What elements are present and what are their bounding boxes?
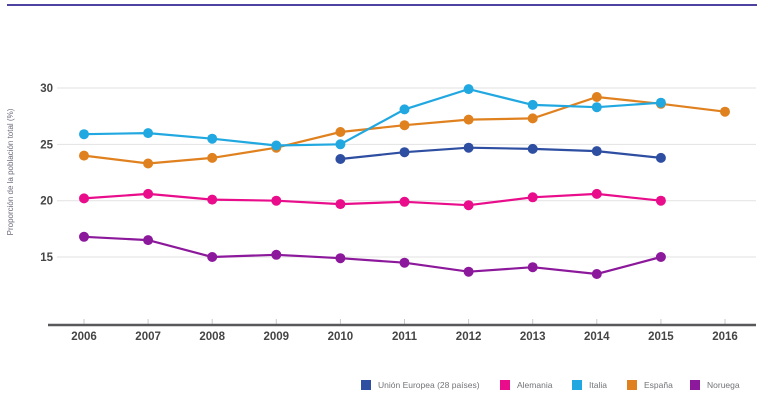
chart-legend: Unión Europea (28 países) Alemania Italia E… (0, 379, 768, 412)
data-point-union-europea-28-paises-2015 (655, 152, 666, 163)
data-point-italia-2006 (79, 129, 89, 140)
data-point-noruega-2010 (335, 253, 346, 264)
data-point-alemania-2013 (527, 192, 538, 203)
y-tick-label-20: 20 (40, 196, 53, 208)
legend-item-union-europea-28-paises: Unión Europea (28 países) (361, 379, 480, 393)
top-accent-line (7, 4, 757, 6)
x-tick-label-2008: 2008 (199, 331, 225, 343)
series-alemania (79, 188, 666, 211)
legend-swatch-espana (627, 380, 637, 390)
data-point-noruega-2009 (271, 249, 282, 260)
data-point-espana-2011 (399, 120, 410, 131)
data-point-alemania-2015 (655, 195, 666, 206)
x-tick-label-2015: 2015 (648, 331, 674, 343)
data-point-alemania-2012 (463, 200, 474, 211)
data-point-union-europea-28-paises-2012 (463, 142, 474, 153)
x-tick-labels: 2006 2007 2008 2009 2010 2011 2012 2013 2014 2015… (71, 331, 738, 343)
data-point-noruega-2008 (207, 252, 218, 262)
data-point-alemania-2010 (335, 199, 346, 210)
data-point-noruega-2015 (655, 252, 666, 262)
data-point-union-europea-28-paises-2010 (335, 154, 346, 164)
data-point-italia-2012 (463, 84, 474, 95)
data-point-italia-2013 (527, 99, 538, 110)
y-tick-labels: 30 25 20 15 (40, 83, 53, 264)
x-tick-label-2013: 2013 (520, 331, 546, 343)
x-tick-label-2014: 2014 (584, 331, 610, 343)
x-tick-label-2007: 2007 (135, 331, 161, 343)
data-point-alemania-2007 (143, 188, 154, 199)
x-tick-label-2012: 2012 (456, 331, 482, 343)
legend-label-italia: Italia (589, 380, 607, 390)
data-point-espana-2012 (463, 114, 474, 125)
legend-swatch-noruega (690, 380, 700, 390)
data-point-espana-2016 (720, 106, 730, 117)
x-tick-label-2011: 2011 (392, 331, 418, 343)
legend-swatch-union-europea-28-paises (361, 380, 371, 390)
data-point-italia-2009 (271, 140, 282, 151)
data-series (79, 84, 730, 279)
data-point-noruega-2013 (527, 262, 538, 273)
gridlines (57, 87, 756, 258)
data-point-espana-2010 (335, 127, 346, 137)
data-point-italia-2011 (399, 104, 410, 115)
legend-label-union-europea-28-paises: Unión Europea (28 países) (378, 380, 480, 390)
data-point-espana-2008 (207, 152, 218, 163)
data-point-alemania-2009 (271, 195, 282, 206)
data-point-espana-2007 (143, 158, 154, 169)
y-tick-label-15: 15 (40, 252, 53, 264)
x-tick-label-2016: 2016 (712, 331, 738, 343)
data-point-espana-2014 (591, 92, 602, 102)
data-point-italia-2007 (143, 128, 154, 139)
data-point-noruega-2011 (399, 257, 410, 268)
data-point-italia-2014 (591, 102, 602, 113)
data-point-alemania-2008 (207, 194, 218, 205)
legend-item-italia: Italia (572, 379, 607, 393)
chart-area: 30 25 20 15 2006 2007 2008 2009 2010 2011 2012 201… (6, 83, 756, 343)
y-axis-title: Proporción de la población total (%) (6, 108, 15, 235)
legend-swatch-alemania (500, 380, 510, 390)
series-line-noruega (83, 235, 662, 276)
x-tick-label-2010: 2010 (328, 331, 354, 343)
data-point-noruega-2012 (463, 266, 474, 277)
data-point-italia-2008 (207, 133, 218, 144)
data-point-union-europea-28-paises-2011 (399, 147, 410, 158)
legend-item-espana: España (627, 379, 673, 393)
series-line-union-europea-28-paises (340, 146, 662, 161)
series-line-alemania (83, 192, 662, 207)
data-point-espana-2006 (79, 150, 89, 161)
legend-item-noruega: Noruega (690, 379, 740, 393)
data-point-italia-2015 (655, 97, 666, 108)
series-noruega (79, 231, 666, 279)
y-tick-label-30: 30 (40, 83, 53, 95)
data-point-espana-2013 (527, 113, 538, 124)
data-point-noruega-2014 (591, 269, 602, 279)
data-point-union-europea-28-paises-2014 (591, 146, 602, 157)
series-line-italia (83, 87, 661, 147)
data-point-alemania-2014 (591, 188, 602, 199)
series-italia (79, 84, 666, 151)
legend-label-espana: España (644, 380, 673, 390)
y-tick-label-25: 25 (40, 139, 53, 151)
x-tick-label-2006: 2006 (71, 331, 97, 343)
data-point-alemania-2011 (399, 196, 410, 207)
data-point-italia-2010 (335, 139, 346, 150)
x-tick-label-2009: 2009 (264, 331, 290, 343)
data-point-union-europea-28-paises-2013 (527, 143, 538, 154)
series-union-europea-28-paises (335, 142, 666, 164)
legend-item-alemania: Alemania (500, 379, 552, 393)
data-point-noruega-2006 (79, 231, 89, 242)
data-point-noruega-2007 (143, 235, 154, 246)
legend-label-alemania: Alemania (517, 380, 553, 390)
legend-label-noruega: Noruega (707, 380, 740, 390)
legend-swatch-italia (572, 380, 582, 390)
data-point-alemania-2006 (79, 193, 89, 204)
